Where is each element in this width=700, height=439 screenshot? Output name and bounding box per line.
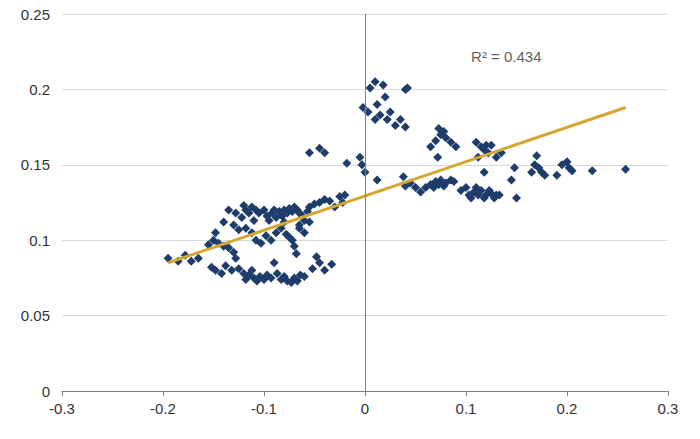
svg-text:R² = 0.434: R² = 0.434	[471, 48, 541, 65]
svg-text:0.15: 0.15	[21, 156, 50, 173]
svg-text:0.3: 0.3	[658, 400, 679, 417]
svg-text:0.1: 0.1	[456, 400, 477, 417]
svg-text:0.05: 0.05	[21, 307, 50, 324]
svg-text:-0.1: -0.1	[251, 400, 277, 417]
svg-text:0.25: 0.25	[21, 6, 50, 23]
svg-text:0: 0	[42, 383, 50, 400]
svg-text:0.1: 0.1	[29, 232, 50, 249]
svg-text:-0.2: -0.2	[150, 400, 176, 417]
svg-text:0.2: 0.2	[557, 400, 578, 417]
svg-text:-0.3: -0.3	[49, 400, 75, 417]
svg-text:0.2: 0.2	[29, 81, 50, 98]
svg-text:0: 0	[361, 400, 369, 417]
